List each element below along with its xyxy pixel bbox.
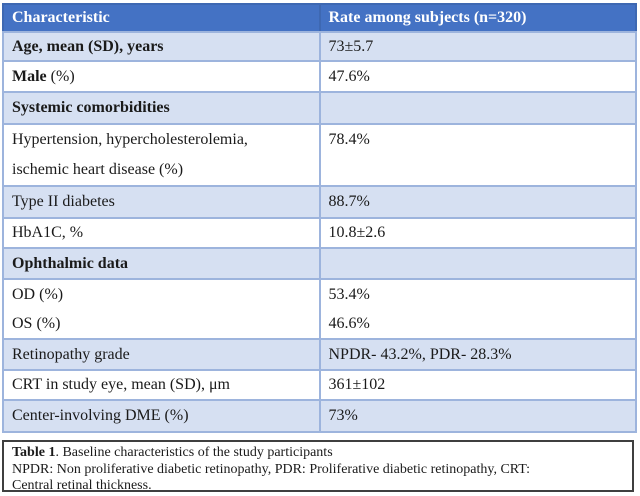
row-value-line1: 78.4%: [328, 131, 370, 148]
row-label-bold: Male: [12, 67, 47, 85]
table-row-crt: CRT in study eye, mean (SD), μm 361±102: [2, 369, 637, 401]
row-value: 73±5.7: [318, 31, 637, 62]
row-label: HbA1C, %: [2, 217, 321, 249]
caption-title-bold: Table 1: [12, 445, 56, 460]
table-row-hypertension: Hypertension, hypercholesterolemia, isch…: [2, 123, 637, 187]
caption-title-rest: . Baseline characteristics of the study …: [55, 445, 333, 460]
row-label: Male (%): [2, 60, 321, 93]
row-value: [318, 247, 637, 280]
row-label: Center-involving DME (%): [2, 399, 321, 433]
row-value-line1: 53.4%: [328, 286, 370, 303]
row-value: NPDR- 43.2%, PDR- 28.3%: [318, 338, 637, 371]
row-value: [318, 91, 637, 125]
characteristics-table: Characteristic Rate among subjects (n=32…: [2, 3, 637, 433]
caption-title: Table 1. Baseline characteristics of the…: [12, 445, 624, 462]
table-row-type2-diabetes: Type II diabetes 88.7%: [2, 185, 637, 219]
row-value: 88.7%: [318, 185, 637, 219]
caption-box: Table 1. Baseline characteristics of the…: [2, 440, 634, 493]
row-label: OD (%) OS (%): [2, 278, 321, 340]
row-value: 78.4%: [318, 123, 637, 187]
table-row-systemic-comorbidities: Systemic comorbidities: [2, 91, 637, 125]
row-label-line1: Hypertension, hypercholesterolemia,: [12, 131, 248, 148]
row-value: 47.6%: [318, 60, 637, 93]
row-value: 10.8±2.6: [318, 217, 637, 249]
table-row-center-involving-dme: Center-involving DME (%) 73%: [2, 399, 637, 433]
row-label-line1: OD (%): [12, 286, 64, 303]
row-label: CRT in study eye, mean (SD), μm: [2, 369, 321, 401]
row-label-line2: ischemic heart disease (%): [12, 161, 184, 178]
table-row-male: Male (%) 47.6%: [2, 60, 637, 93]
table-row-od-os: OD (%) OS (%) 53.4% 46.6%: [2, 278, 637, 340]
table-row-retinopathy-grade: Retinopathy grade NPDR- 43.2%, PDR- 28.3…: [2, 338, 637, 371]
table-row-age: Age, mean (SD), years 73±5.7: [2, 31, 637, 62]
table-row-hba1c: HbA1C, % 10.8±2.6: [2, 217, 637, 249]
row-value: 53.4% 46.6%: [318, 278, 637, 340]
row-label: Systemic comorbidities: [2, 91, 321, 125]
row-label: Retinopathy grade: [2, 338, 321, 371]
row-value: 73%: [318, 399, 637, 433]
header-characteristic: Characteristic: [2, 3, 321, 33]
caption-abbreviations-line2: Central retinal thickness.: [12, 478, 152, 493]
header-rate: Rate among subjects (n=320): [318, 3, 637, 33]
table-row-ophthalmic-data: Ophthalmic data: [2, 247, 637, 280]
caption-abbreviations-line1: NPDR: Non proliferative diabetic retinop…: [12, 461, 531, 477]
row-label-rest: (%): [46, 67, 75, 85]
row-label: Hypertension, hypercholesterolemia, isch…: [2, 123, 321, 187]
row-label: Age, mean (SD), years: [2, 31, 321, 62]
row-label-line2: OS (%): [12, 315, 61, 332]
row-value: 361±102: [318, 369, 637, 401]
row-label: Ophthalmic data: [2, 247, 321, 280]
row-value-line2: 46.6%: [328, 315, 370, 332]
row-label: Type II diabetes: [2, 185, 321, 219]
table-header-row: Characteristic Rate among subjects (n=32…: [2, 3, 637, 33]
